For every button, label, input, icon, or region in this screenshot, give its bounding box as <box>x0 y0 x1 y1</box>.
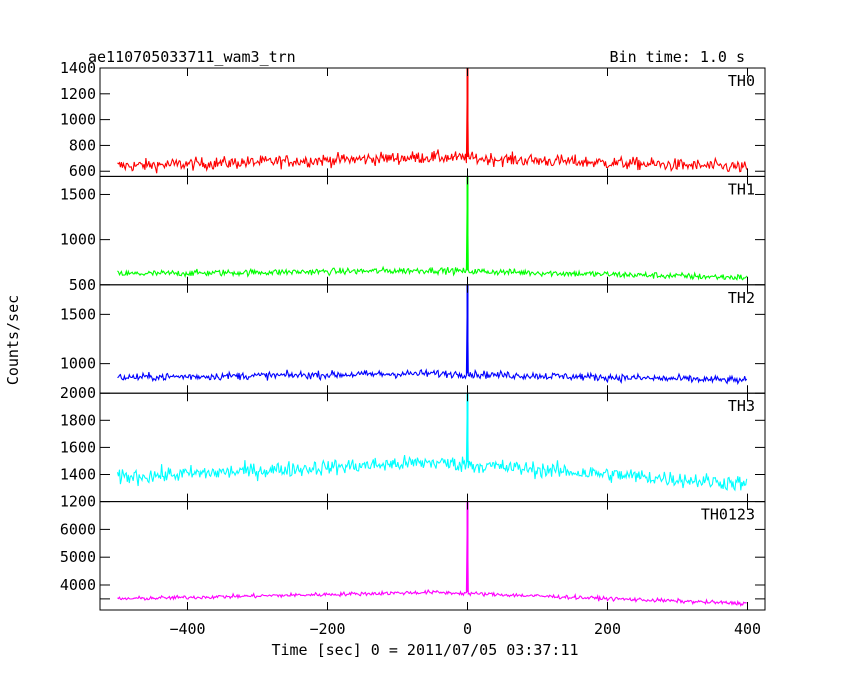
y-tick-label: 1000 <box>60 231 96 249</box>
y-tick-label: 6000 <box>60 520 96 538</box>
chart-subtitle: Bin time: 1.0 s <box>610 48 745 66</box>
y-tick-label: 5000 <box>60 548 96 566</box>
y-tick-label: 4000 <box>60 576 96 594</box>
panel-frame <box>99 392 766 503</box>
panel-th2: 1000 1500 TH2 <box>60 284 766 394</box>
y-axis-label: Counts/sec <box>4 295 22 385</box>
y-tick-label: 1400 <box>60 466 96 484</box>
panel-th3: 1200 1400 1600 1800 2000 TH3 <box>60 384 766 511</box>
y-tick-label: 1400 <box>60 59 96 77</box>
x-tick-label: −200 <box>309 620 345 638</box>
x-axis-label: Time [sec] 0 = 2011/07/05 03:37:11 <box>271 641 578 659</box>
y-tick-label: 1600 <box>60 438 96 456</box>
panel-label-th2: TH2 <box>728 289 755 307</box>
panel-th0: 600 800 1000 1200 1400 TH0 <box>60 59 766 180</box>
panel-frame <box>99 501 766 611</box>
y-tick-label: 1200 <box>60 493 96 511</box>
y-tick-label: 1200 <box>60 85 96 103</box>
y-tick-label: 1500 <box>60 305 96 323</box>
y-tick-label: 1000 <box>60 355 96 373</box>
y-tick-label: 1000 <box>60 111 96 129</box>
panel-th0123: 4000 5000 6000 TH0123 <box>60 501 766 611</box>
series-line-th2 <box>117 284 748 386</box>
x-tick-label: 0 <box>463 620 472 638</box>
y-tick-label: 1500 <box>60 185 96 203</box>
y-tick-label: 600 <box>69 162 96 180</box>
panel-label-th0: TH0 <box>728 72 755 90</box>
y-tick-label: 1800 <box>60 411 96 429</box>
series-line-th3 <box>116 393 748 492</box>
series-line-th0123 <box>117 501 747 607</box>
panel-label-th1: TH1 <box>728 180 755 198</box>
panel-label-th0123: TH0123 <box>701 506 755 524</box>
x-tick-label: 200 <box>594 620 621 638</box>
x-tick-label: 400 <box>734 620 761 638</box>
chart-title: ae110705033711_wam3_trn <box>88 48 296 66</box>
x-tick-label: −400 <box>169 620 205 638</box>
y-tick-label: 800 <box>69 136 96 154</box>
panel-label-th3: TH3 <box>728 397 755 415</box>
series-line-th1 <box>117 176 748 281</box>
series-line-th0 <box>117 67 748 174</box>
panel-th1: 500 1000 1500 TH1 <box>60 175 766 294</box>
y-tick-label: 500 <box>69 276 96 294</box>
panel-frame <box>99 284 766 394</box>
y-tick-label: 2000 <box>60 384 96 402</box>
